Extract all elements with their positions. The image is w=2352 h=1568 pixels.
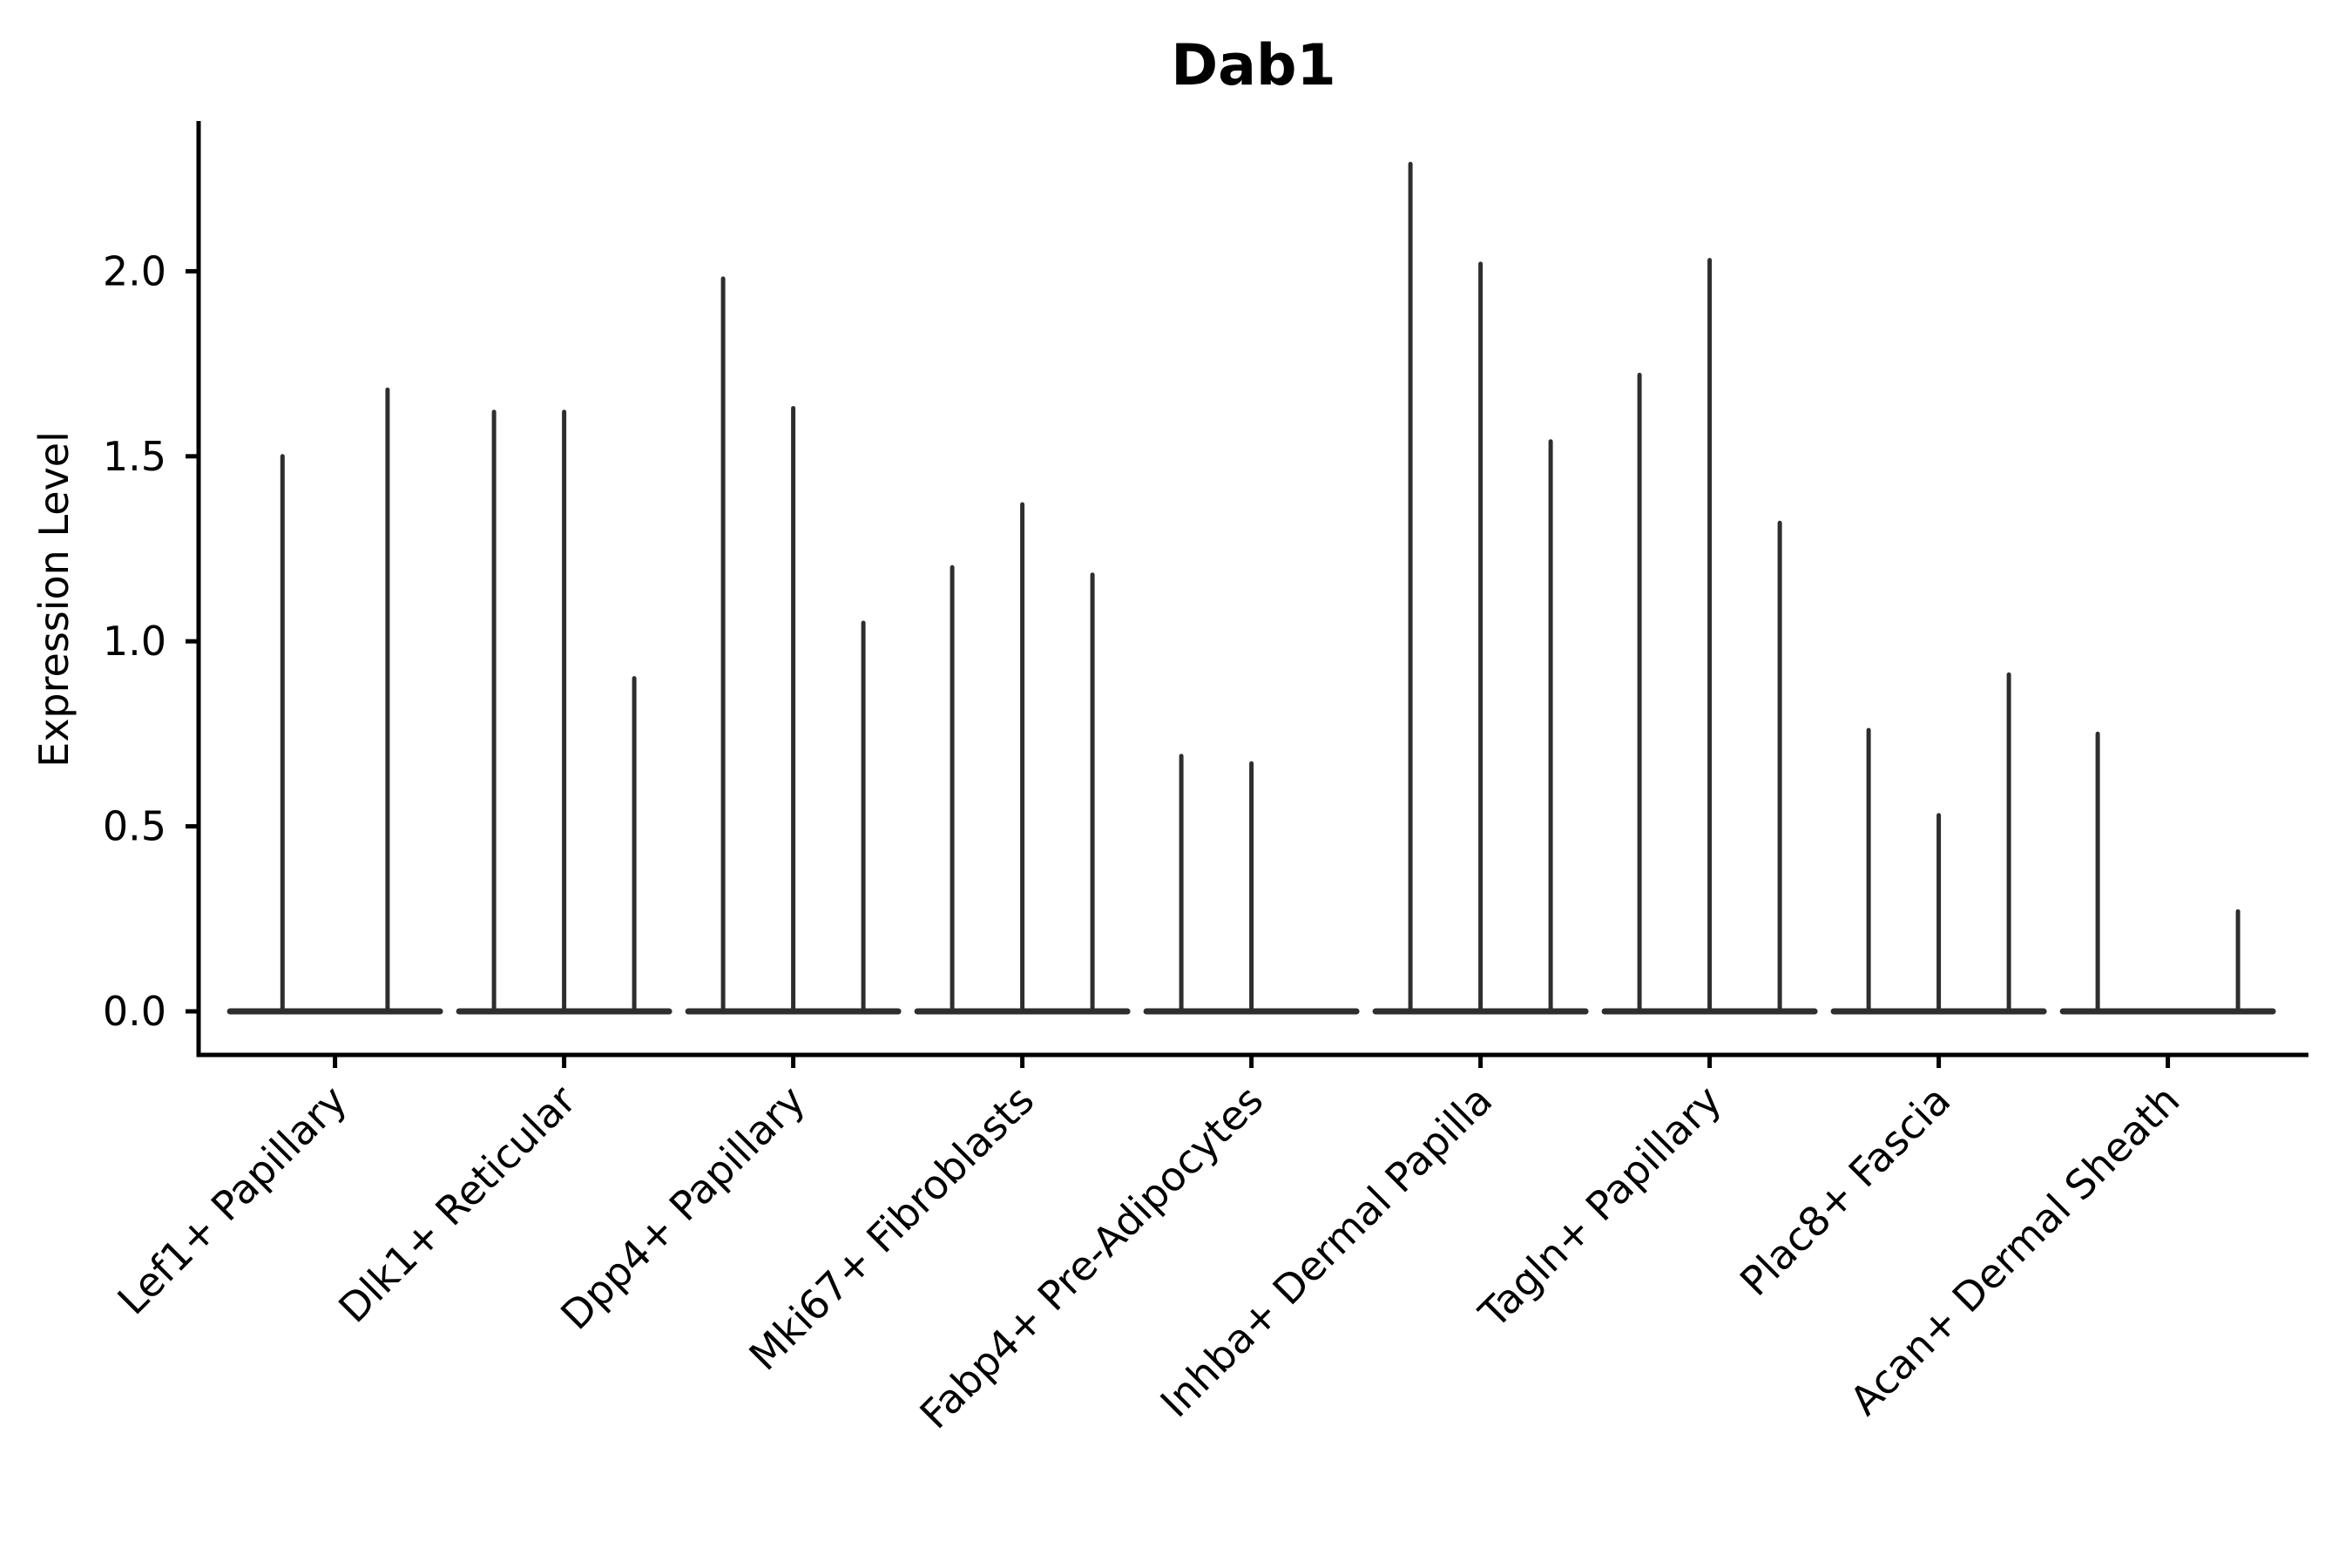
y-tick-label: 1.0 bbox=[103, 618, 166, 665]
x-tick-label: Lef1+ Papillary bbox=[108, 1077, 355, 1324]
y-tick-label: 1.5 bbox=[103, 433, 166, 480]
x-tick-label: Dpp4+ Papillary bbox=[551, 1077, 814, 1339]
chart-title: Dab1 bbox=[1171, 33, 1336, 98]
x-tick-label: Plac8+ Fascia bbox=[1731, 1077, 1959, 1305]
x-tick-label: Tagln+ Papillary bbox=[1470, 1077, 1731, 1338]
y-tick-label: 2.0 bbox=[103, 247, 166, 294]
y-axis-label: Expression Level bbox=[30, 431, 78, 767]
violin-layer bbox=[226, 161, 2276, 1015]
x-tick-label: Dlk1+ Reticular bbox=[329, 1077, 585, 1332]
y-tick-label: 0.0 bbox=[103, 988, 166, 1035]
y-tick-label: 0.5 bbox=[103, 803, 166, 850]
